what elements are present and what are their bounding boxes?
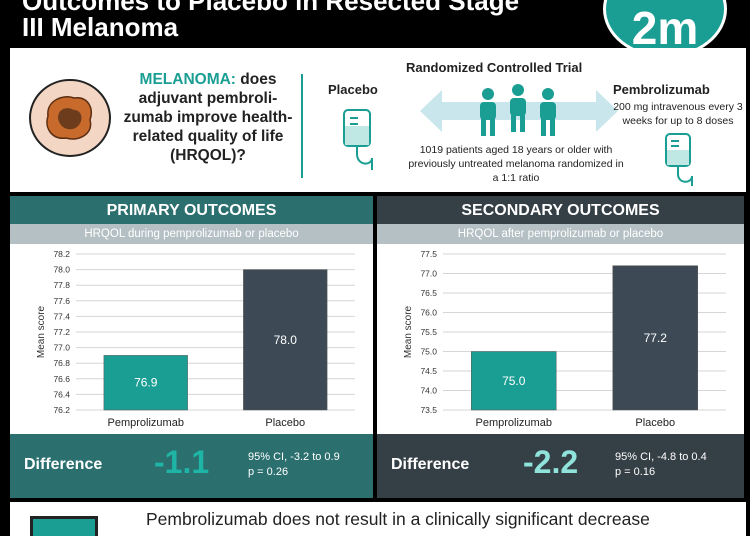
bar-value-label: 78.0	[274, 333, 298, 347]
bar-value-label: 76.9	[134, 376, 158, 390]
y-tick-label: 73.5	[420, 405, 437, 415]
y-axis-label: Mean score	[36, 305, 47, 358]
question-text: does adjuvant pembroli-zumab improve hea…	[123, 71, 293, 164]
title-line-2: III Melanoma	[22, 12, 179, 42]
bar-placebo	[243, 269, 328, 411]
secondary-outcomes-panel: SECONDARY OUTCOMES HRQOL after pemproliz…	[377, 196, 744, 498]
trial-summary: MELANOMA: does adjuvant pembroli-zumab i…	[10, 48, 746, 192]
y-tick-label: 75.5	[420, 327, 437, 337]
y-tick-label: 76.2	[53, 405, 70, 415]
secondary-outcomes-subtitle: HRQOL after pemprolizumab or placebo	[377, 224, 744, 244]
primary-outcomes-title: PRIMARY OUTCOMES	[106, 202, 277, 219]
x-category-label: Pemprolizumab	[476, 417, 552, 429]
primary-difference-row: Difference -1.1 95% CI, -3.2 to 0.9 p = …	[10, 434, 373, 496]
y-tick-label: 74.5	[420, 366, 437, 376]
secondary-difference-row: Difference -2.2 95% CI, -4.8 to 0.4 p = …	[377, 434, 744, 496]
y-tick-label: 77.8	[53, 280, 70, 290]
placebo-arm-label: Placebo	[328, 82, 378, 97]
primary-bar-chart: 76.2 76.4 76.6 76.8 77.0 77.2 77.4 77.6 77.8 78.0…	[10, 244, 373, 434]
conclusion-icon	[30, 516, 98, 536]
bar-pemprolizumab	[471, 351, 557, 411]
ci-text: 95% CI, -4.8 to 0.4	[615, 451, 707, 463]
y-tick-label: 76.0	[420, 308, 437, 318]
y-tick-label: 78.0	[53, 265, 70, 275]
title-line-1: Outcomes to Placebo in Resected Stage	[22, 0, 520, 16]
y-tick-label: 77.0	[53, 343, 70, 353]
ci-text: 95% CI, -3.2 to 0.9	[248, 451, 340, 463]
pembrolizumab-arm-label: Pembrolizumab	[613, 82, 710, 97]
trial-description: 1019 patients aged 18 years or older wit…	[408, 144, 624, 184]
y-tick-label: 77.4	[53, 311, 70, 321]
y-tick-label: 77.6	[53, 296, 70, 306]
bar-value-label: 77.2	[644, 331, 668, 345]
difference-label: Difference	[24, 456, 103, 473]
question-prefix: MELANOMA:	[139, 71, 236, 88]
bar-pemprolizumab	[103, 355, 188, 411]
y-tick-label: 76.6	[53, 374, 70, 384]
secondary-bar-chart: 73.5 74.0 74.5 75.0 75.5 76.0 76.5 77.0 77.5 Mean…	[377, 244, 744, 434]
primary-outcomes-subtitle: HRQOL during pemprolizumab or placebo	[10, 224, 373, 244]
bar-placebo	[612, 265, 698, 411]
difference-value: -1.1	[154, 444, 210, 480]
patients-icon	[480, 84, 556, 136]
p-value: p = 0.26	[248, 466, 289, 478]
confidence-interval: 95% CI, -4.8 to 0.4 p = 0.16	[615, 450, 707, 480]
x-category-label: Placebo	[265, 417, 305, 429]
y-tick-label: 76.4	[53, 389, 70, 399]
y-tick-label: 75.0	[420, 347, 437, 357]
melanoma-lesion-icon	[29, 79, 111, 157]
pembrolizumab-dose: 200 mg intravenous every 3 weeks for up …	[613, 101, 743, 127]
bar-value-label: 75.0	[502, 374, 526, 388]
y-tick-label: 78.2	[53, 249, 70, 259]
y-tick-label: 74.0	[420, 386, 437, 396]
y-axis-label: Mean score	[403, 305, 414, 358]
p-value: p = 0.16	[615, 466, 656, 478]
y-tick-label: 77.0	[420, 269, 437, 279]
iv-bag-icon	[665, 133, 693, 186]
y-tick-label: 77.2	[53, 327, 70, 337]
confidence-interval: 95% CI, -3.2 to 0.9 p = 0.26	[248, 450, 340, 480]
difference-value: -2.2	[523, 444, 579, 480]
summary-divider	[301, 74, 303, 178]
difference-label: Difference	[391, 456, 470, 473]
primary-outcomes-panel: PRIMARY OUTCOMES HRQOL during pemprolizu…	[10, 196, 373, 498]
x-category-label: Pemprolizumab	[108, 417, 184, 429]
primary-chart: 76.2 76.4 76.6 76.8 77.0 77.2 77.4 77.6 77.8 78.0…	[10, 244, 373, 434]
conclusion-bar: Pembrolizumab does not result in a clini…	[10, 502, 746, 536]
secondary-chart: 73.5 74.0 74.5 75.0 75.5 76.0 76.5 77.0 77.5 Mean…	[377, 244, 744, 434]
y-tick-label: 77.5	[420, 249, 437, 259]
secondary-outcomes-title: SECONDARY OUTCOMES	[461, 202, 660, 219]
iv-bag-icon	[343, 109, 373, 170]
y-tick-label: 76.8	[53, 358, 70, 368]
conclusion-text: Pembrolizumab does not result in a clini…	[146, 509, 650, 529]
trial-design-label: Randomized Controlled Trial	[406, 60, 583, 75]
y-tick-label: 76.5	[420, 288, 437, 298]
x-category-label: Placebo	[635, 417, 675, 429]
research-question: MELANOMA: does adjuvant pembroli-zumab i…	[118, 70, 298, 165]
